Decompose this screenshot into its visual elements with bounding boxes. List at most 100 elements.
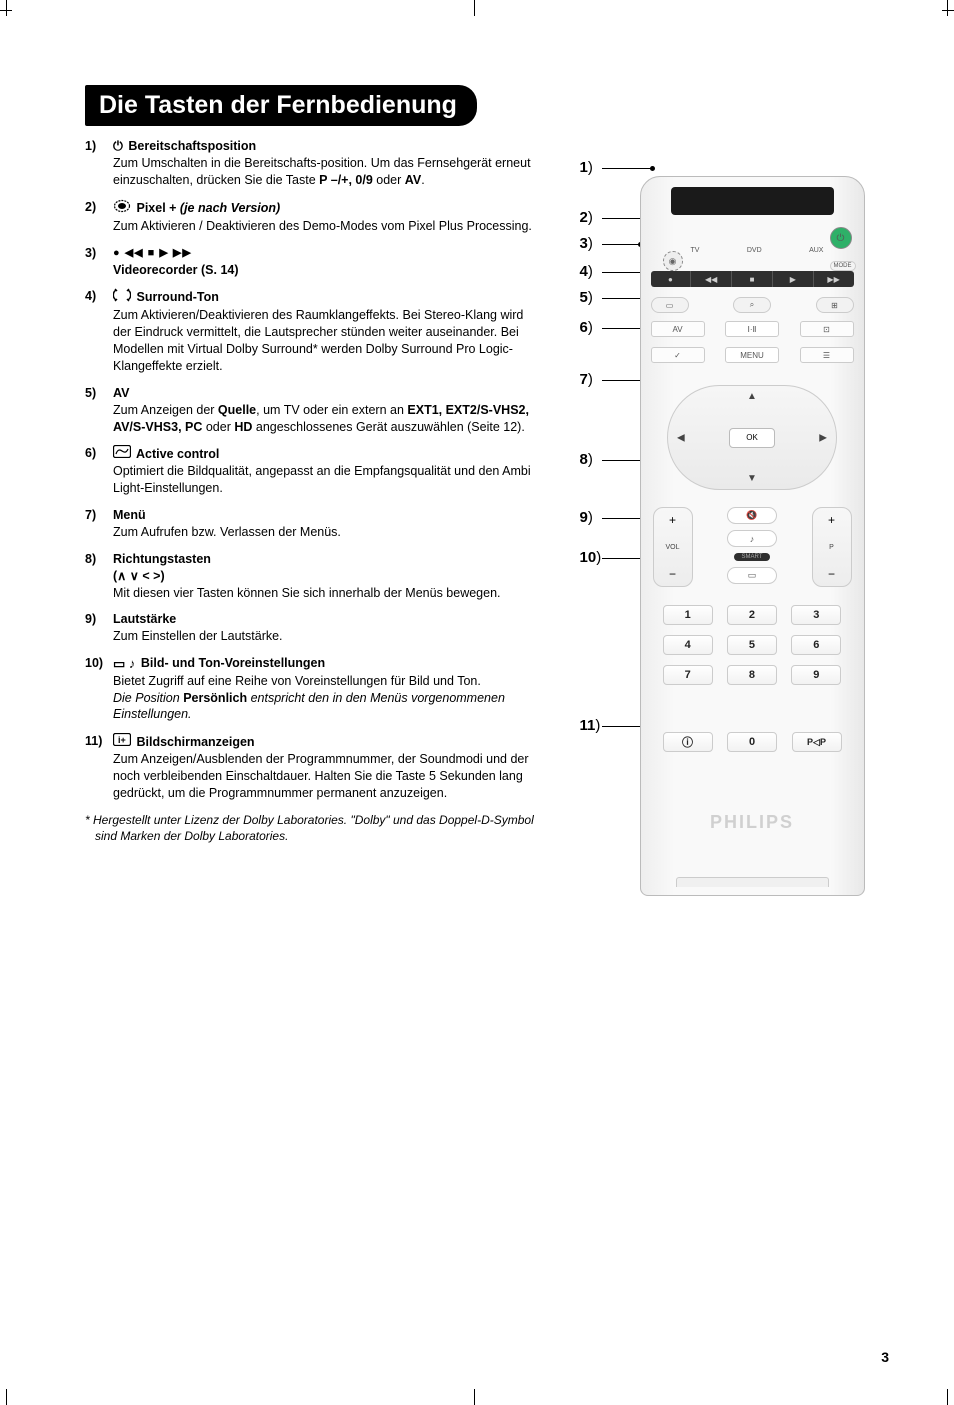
desc-text: oder — [373, 173, 405, 187]
item-title-note: (je nach Version) — [176, 201, 280, 215]
info-button: ⓘ — [663, 732, 713, 752]
item-number: 2) — [85, 199, 113, 235]
center-stack: 🔇 ♪ SMART ▭ — [727, 507, 777, 584]
item-number: 10) — [85, 655, 113, 723]
remote-diagram: 1)2)3)4)5)6)7)8)9)10)11) ⏻ ◉ TV DVD AUX … — [580, 156, 880, 896]
screen-info-icon: i+ — [113, 733, 131, 751]
digit-6: 6 — [791, 635, 841, 655]
item-7: 7) Menü Zum Aufrufen bzw. Verlassen der … — [85, 507, 540, 541]
row4-btn-1: ▭ — [651, 297, 689, 313]
item-title: Bildschirmanzeigen — [136, 735, 254, 749]
desc-text: Mit diesen vier Tasten können Sie sich i… — [113, 586, 501, 600]
item-2: 2) Pixel + (je nach Version) Zum Aktivie… — [85, 199, 540, 235]
item-body: Surround-Ton Zum Aktivieren/Deaktivieren… — [113, 288, 540, 374]
item-title: Bild- und Ton-Voreinstellungen — [141, 656, 325, 670]
row4-btn-3: ⊞ — [816, 297, 854, 313]
desc-text: Zum Aufrufen bzw. Verlassen der Menüs. — [113, 525, 341, 539]
menu-button: MENU — [725, 347, 779, 363]
pixel-button: ◉ — [663, 251, 683, 271]
number-pad: 1 2 3 4 5 6 7 8 9 — [663, 605, 842, 685]
callout-8: 8) — [580, 451, 593, 468]
item-body: i+ Bildschirmanzeigen Zum Anzeigen/Ausbl… — [113, 733, 540, 802]
desc-text: Bietet Zugriff auf eine Reihe von Vorein… — [113, 674, 481, 688]
desc-text: Zum Aktivieren / Deaktivieren des Demo-M… — [113, 219, 532, 233]
audio-button: Ⅰ·Ⅱ — [725, 321, 779, 337]
desc-text: Zum Einstellen der Lautstärke. — [113, 629, 283, 643]
vcr-ff: ▶▶ — [814, 271, 854, 287]
svg-text:i+: i+ — [118, 735, 126, 745]
vcr-stop: ■ — [732, 271, 773, 287]
footnote: * Hergestellt unter Lizenz der Dolby Lab… — [85, 812, 540, 844]
right-column: 1)2)3)4)5)6)7)8)9)10)11) ⏻ ◉ TV DVD AUX … — [570, 138, 889, 896]
row-5: AV Ⅰ·Ⅱ ⊡ — [651, 321, 854, 337]
mute-button: 🔇 — [727, 507, 777, 524]
callout-line — [602, 460, 642, 461]
arrow-right-icon: ▶ — [819, 432, 827, 443]
mode-aux: AUX — [809, 247, 823, 254]
mode-tv: TV — [691, 247, 700, 254]
preset-icons: ▭ ♪ — [113, 655, 135, 673]
row4-btn-2: ⌕ — [733, 297, 771, 313]
callout-9: 9) — [580, 509, 593, 526]
callout-2: 2) — [580, 209, 593, 226]
prev-prog-button: P◁P — [792, 732, 842, 752]
item-number: 6) — [85, 445, 113, 497]
callout-6: 6) — [580, 319, 593, 336]
arrow-up-icon: ▲ — [747, 391, 757, 402]
digit-9: 9 — [791, 665, 841, 685]
crop-mark — [0, 10, 12, 11]
item-title: Surround-Ton — [136, 290, 218, 304]
item-number: 9) — [85, 611, 113, 645]
smart-label: SMART — [734, 553, 771, 561]
plus-icon: + — [828, 513, 835, 527]
crop-mark — [474, 1389, 475, 1405]
item-title: Videorecorder (S. 14) — [113, 263, 239, 277]
item-5: 5) AV Zum Anzeigen der Quelle, um TV ode… — [85, 385, 540, 436]
desc-text: Zum Anzeigen der — [113, 403, 218, 417]
digit-8: 8 — [727, 665, 777, 685]
desc-italic: Die Position — [113, 691, 183, 705]
crop-mark — [474, 0, 475, 16]
item-number: 7) — [85, 507, 113, 541]
crop-mark — [6, 1389, 7, 1405]
crop-mark — [6, 0, 7, 16]
item-3: 3) ● ◀◀ ■ ▶ ▶▶ Videorecorder (S. 14) — [85, 245, 540, 279]
standby-icon: ⏻ — [113, 138, 123, 155]
item-body: Menü Zum Aufrufen bzw. Verlassen der Men… — [113, 507, 540, 541]
callout-line — [602, 244, 640, 245]
item-11: 11) i+ Bildschirmanzeigen Zum Anzeigen/A… — [85, 733, 540, 802]
item-number: 3) — [85, 245, 113, 279]
digit-7: 7 — [663, 665, 713, 685]
item-9: 9) Lautstärke Zum Einstellen der Lautstä… — [85, 611, 540, 645]
crop-mark — [947, 1389, 948, 1405]
item-title: Lautstärke — [113, 612, 176, 626]
digit-4: 4 — [663, 635, 713, 655]
volume-rocker: + VOL − — [653, 507, 693, 587]
desc-text: . — [421, 173, 424, 187]
item-4: 4) Surround-Ton Zum Aktivieren/Deaktivie… — [85, 288, 540, 374]
crop-mark — [947, 0, 948, 16]
item-6: 6) Active control Optimiert die Bildqual… — [85, 445, 540, 497]
desc-bold: Quelle — [218, 403, 256, 417]
vcr-controls-icon: ● ◀◀ ■ ▶ ▶▶ — [113, 246, 192, 261]
arrow-left-icon: ◀ — [677, 432, 685, 443]
callout-4: 4) — [580, 263, 593, 280]
desc-text: , um TV oder ein extern an — [256, 403, 407, 417]
desc-bold: P –/+, 0/9 — [319, 173, 373, 187]
vcr-play: ▶ — [773, 271, 814, 287]
item-body: Active control Optimiert die Bildqualitä… — [113, 445, 540, 497]
page-heading: Die Tasten der Fernbedienung — [85, 85, 477, 126]
item-body: ● ◀◀ ■ ▶ ▶▶ Videorecorder (S. 14) — [113, 245, 540, 279]
mode-dvd: DVD — [747, 247, 762, 254]
left-column: 1) ⏻ Bereitschaftsposition Zum Umschalte… — [85, 138, 540, 896]
dpad: ▲ ▼ ◀ ▶ OK — [667, 385, 837, 490]
vcr-rec: ● — [651, 271, 692, 287]
digit-5: 5 — [727, 635, 777, 655]
power-button: ⏻ — [830, 227, 852, 249]
callout-1: 1) — [580, 159, 593, 176]
list-button: ☰ — [800, 347, 854, 363]
callout-7: 7) — [580, 371, 593, 388]
brand-label: PHILIPS — [641, 812, 864, 833]
item-body: Lautstärke Zum Einstellen der Lautstärke… — [113, 611, 540, 645]
desc-text: Zum Aktivieren/Deaktivieren des Raumklan… — [113, 308, 523, 373]
